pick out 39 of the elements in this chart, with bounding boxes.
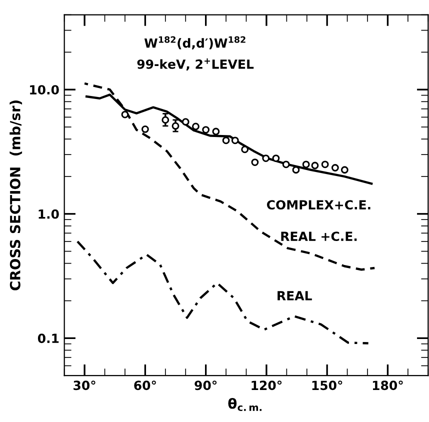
x-tick-label: 120°	[252, 380, 282, 390]
line-series	[83, 82, 376, 271]
annotation: W$^{182}$(d,d′)W$^{182}$	[144, 36, 246, 50]
point	[231, 136, 239, 144]
point	[162, 116, 170, 124]
point	[282, 160, 290, 168]
y-tick-label: 0.1	[38, 334, 59, 344]
point	[202, 126, 210, 134]
point	[262, 154, 270, 162]
y-tick-label: 1.0	[38, 209, 59, 219]
y-tick-label: 10.0	[30, 85, 59, 95]
point	[241, 146, 249, 154]
point	[141, 126, 149, 133]
y-axis-title: CROSS SECTION (mb/sr)	[10, 100, 22, 290]
point	[121, 110, 129, 118]
point	[182, 118, 190, 126]
point	[222, 136, 230, 144]
point	[302, 160, 310, 168]
point	[272, 154, 280, 162]
series-label: COMPLEX+C.E.	[266, 200, 370, 210]
x-tick-label: 180°	[372, 380, 403, 390]
point	[321, 160, 329, 168]
point	[212, 128, 220, 136]
x-tick-label: 150°	[312, 380, 342, 390]
point	[331, 164, 339, 172]
point	[192, 122, 200, 130]
series-label: REAL +C.E.	[281, 232, 357, 242]
annotation: 99-keV, 2$^{+}$LEVEL	[137, 58, 254, 70]
point	[292, 166, 300, 174]
x-tick-label: 60°	[134, 380, 156, 390]
x-tick-label: 30°	[74, 380, 96, 390]
x-axis-title: θ$_{c.m.}$	[228, 398, 262, 412]
point	[311, 162, 319, 170]
x-tick-label: 90°	[194, 380, 217, 390]
point	[251, 158, 259, 166]
line-series	[76, 240, 370, 344]
point	[340, 166, 348, 174]
series-label: REAL	[278, 291, 312, 300]
point	[172, 122, 180, 130]
